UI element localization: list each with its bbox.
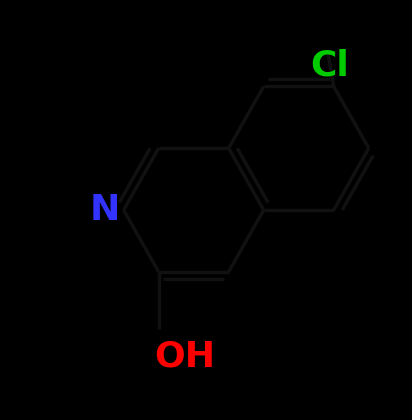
Text: N: N [90,193,120,227]
Text: Cl: Cl [310,49,349,83]
Text: OH: OH [154,339,215,373]
